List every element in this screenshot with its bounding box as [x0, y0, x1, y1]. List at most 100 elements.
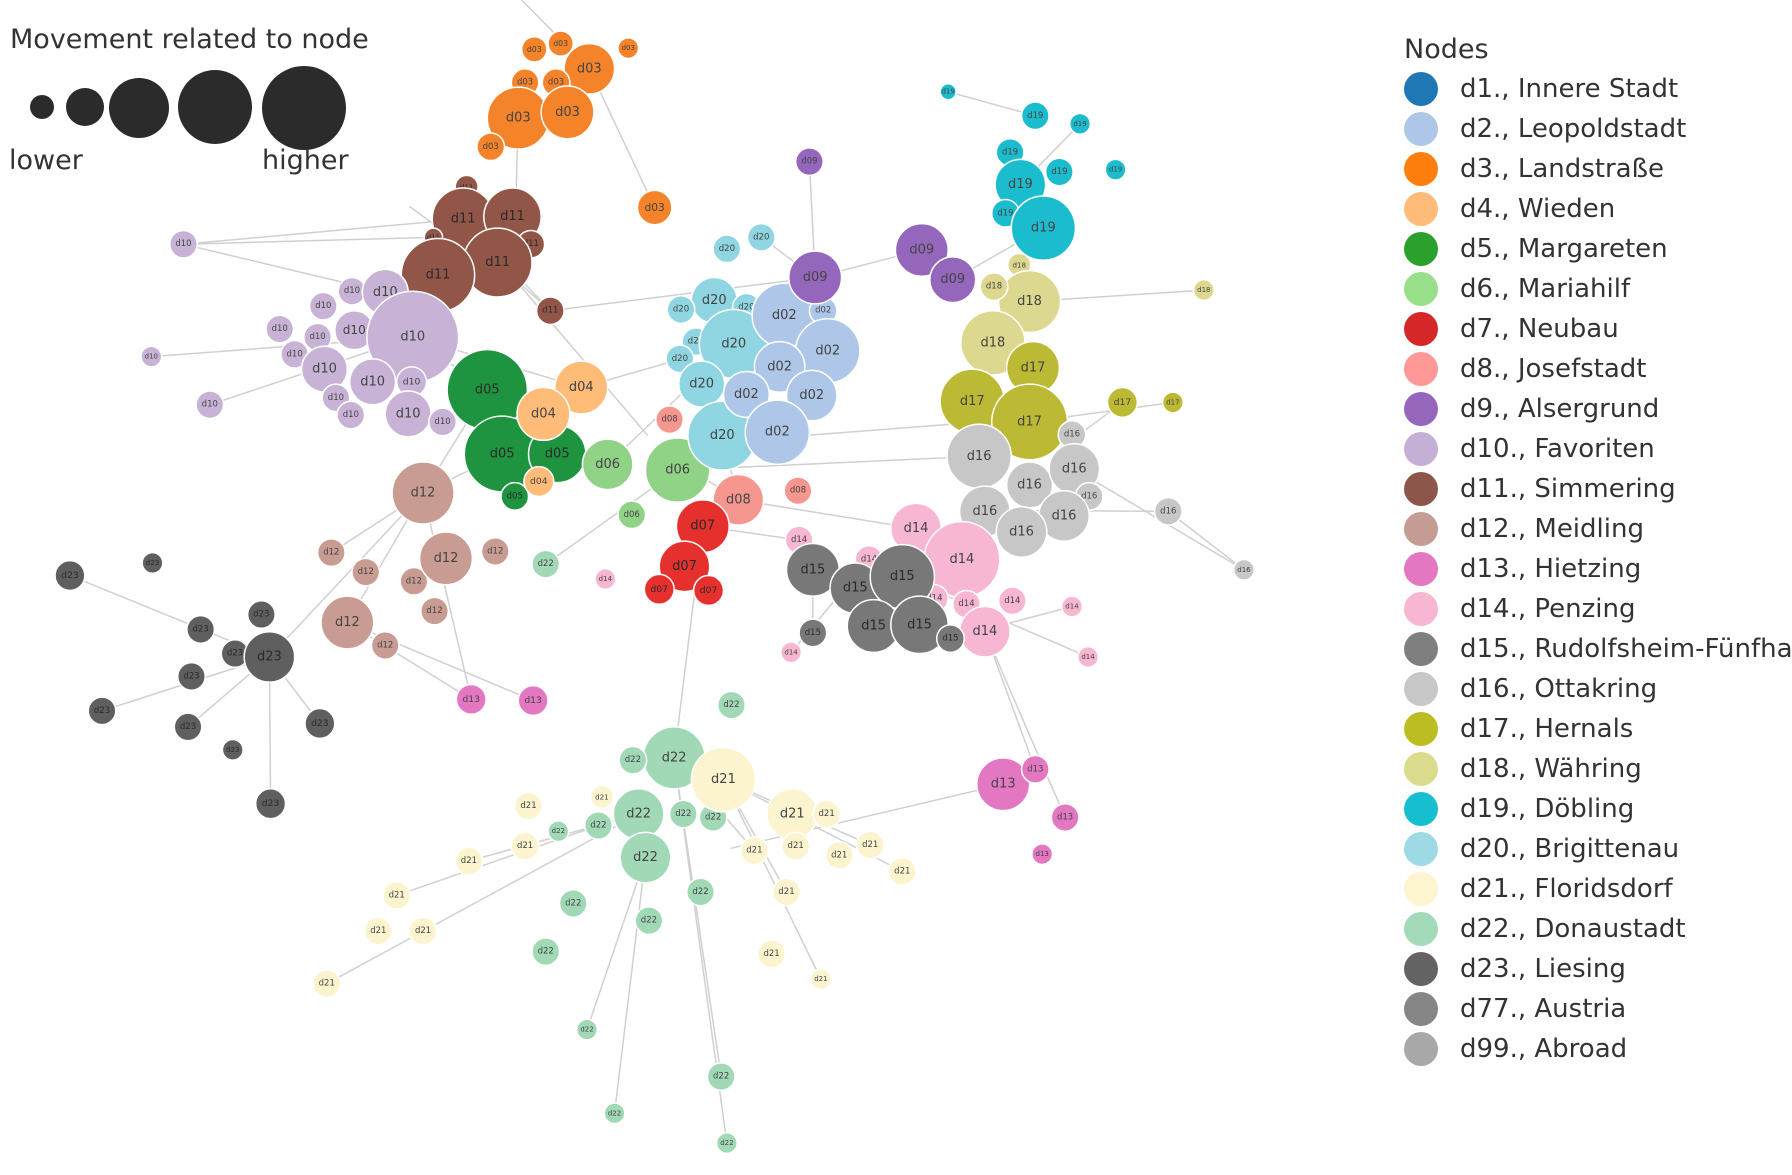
- node-d18[interactable]: [979, 272, 1009, 302]
- node-d03[interactable]: [476, 132, 506, 162]
- node-d23[interactable]: [186, 614, 216, 644]
- node-d21[interactable]: [408, 916, 438, 946]
- node-d09[interactable]: [929, 256, 977, 304]
- node-d10[interactable]: [168, 229, 198, 259]
- node-d10[interactable]: [308, 291, 338, 321]
- node-d21[interactable]: [454, 846, 484, 876]
- node-d12[interactable]: [316, 538, 346, 568]
- node-d23[interactable]: [254, 788, 287, 820]
- node-d13[interactable]: [1050, 802, 1080, 832]
- node-d12[interactable]: [391, 461, 455, 525]
- node-d10[interactable]: [428, 407, 458, 437]
- node-d22[interactable]: [618, 745, 648, 775]
- node-d12[interactable]: [480, 536, 510, 566]
- node-d19[interactable]: [1104, 158, 1127, 181]
- node-d03[interactable]: [540, 85, 595, 140]
- node-d18[interactable]: [997, 269, 1062, 334]
- node-d18[interactable]: [1192, 278, 1215, 302]
- node-d12[interactable]: [420, 596, 450, 626]
- node-d22[interactable]: [619, 831, 672, 884]
- node-d21[interactable]: [382, 880, 412, 910]
- node-d07[interactable]: [658, 540, 711, 593]
- node-d22[interactable]: [558, 888, 588, 918]
- node-d21[interactable]: [510, 831, 540, 861]
- node-d20[interactable]: [746, 222, 776, 252]
- node-d10[interactable]: [348, 358, 397, 406]
- node-d14[interactable]: [780, 641, 803, 664]
- node-d16[interactable]: [1232, 558, 1256, 581]
- node-d23[interactable]: [173, 712, 203, 742]
- node-d17[interactable]: [1161, 391, 1184, 414]
- node-d04[interactable]: [516, 386, 571, 442]
- node-d21[interactable]: [812, 799, 842, 829]
- node-d10[interactable]: [336, 400, 366, 430]
- node-d22[interactable]: [706, 1062, 736, 1092]
- node-d22[interactable]: [531, 937, 561, 967]
- node-d07[interactable]: [643, 573, 675, 605]
- node-d09[interactable]: [788, 250, 843, 305]
- node-d22[interactable]: [575, 1018, 599, 1041]
- node-d11[interactable]: [535, 296, 565, 326]
- node-d22[interactable]: [531, 549, 561, 579]
- node-d03[interactable]: [563, 42, 616, 95]
- node-d23[interactable]: [243, 630, 296, 683]
- node-d23[interactable]: [221, 738, 244, 761]
- node-d21[interactable]: [312, 969, 342, 999]
- node-d23[interactable]: [246, 600, 276, 630]
- node-d20[interactable]: [677, 360, 726, 408]
- node-d21[interactable]: [781, 831, 811, 861]
- node-d21[interactable]: [809, 968, 832, 991]
- node-d12[interactable]: [418, 531, 474, 586]
- node-d19[interactable]: [939, 82, 957, 101]
- node-d22[interactable]: [668, 799, 698, 829]
- node-d02[interactable]: [744, 399, 811, 466]
- node-d20[interactable]: [666, 295, 696, 325]
- node-d10[interactable]: [195, 390, 225, 420]
- node-d22[interactable]: [547, 820, 570, 843]
- node-d10[interactable]: [140, 345, 163, 368]
- node-d23[interactable]: [87, 696, 117, 726]
- node-d16[interactable]: [995, 506, 1048, 558]
- node-d13[interactable]: [455, 683, 487, 716]
- node-d14[interactable]: [1060, 595, 1084, 618]
- node-d21[interactable]: [514, 791, 544, 821]
- node-d20[interactable]: [712, 234, 742, 264]
- node-d16[interactable]: [1153, 496, 1183, 526]
- node-d12[interactable]: [370, 630, 400, 660]
- node-d19[interactable]: [1010, 195, 1077, 262]
- node-d12[interactable]: [399, 566, 429, 596]
- node-d21[interactable]: [739, 836, 769, 866]
- node-d06[interactable]: [617, 500, 647, 530]
- node-d23[interactable]: [176, 661, 206, 691]
- node-d21[interactable]: [589, 784, 615, 810]
- node-d23[interactable]: [304, 707, 336, 740]
- node-d12[interactable]: [351, 557, 381, 587]
- node-d21[interactable]: [887, 856, 917, 886]
- node-d15[interactable]: [935, 624, 965, 654]
- node-d10[interactable]: [265, 314, 295, 344]
- node-d08[interactable]: [783, 476, 813, 506]
- node-d03[interactable]: [636, 189, 673, 226]
- node-d13[interactable]: [1020, 754, 1050, 784]
- node-d13[interactable]: [1031, 843, 1054, 866]
- node-d21[interactable]: [855, 830, 885, 860]
- node-d22[interactable]: [715, 1132, 738, 1155]
- node-d19[interactable]: [1068, 112, 1092, 135]
- node-d19[interactable]: [1020, 101, 1050, 131]
- node-d22[interactable]: [603, 1102, 626, 1125]
- node-d05[interactable]: [500, 481, 530, 511]
- node-d21[interactable]: [757, 939, 787, 969]
- node-d09[interactable]: [894, 222, 949, 278]
- node-d21[interactable]: [363, 916, 393, 946]
- node-d14[interactable]: [997, 586, 1027, 616]
- node-d03[interactable]: [520, 35, 548, 63]
- node-d22[interactable]: [583, 810, 613, 840]
- node-d07[interactable]: [692, 574, 725, 607]
- node-d06[interactable]: [581, 438, 634, 491]
- node-d22[interactable]: [686, 877, 716, 907]
- node-d09[interactable]: [794, 147, 824, 177]
- node-d04[interactable]: [523, 465, 555, 498]
- node-d15[interactable]: [798, 618, 828, 648]
- node-d13[interactable]: [976, 757, 1031, 812]
- node-d03[interactable]: [547, 30, 575, 57]
